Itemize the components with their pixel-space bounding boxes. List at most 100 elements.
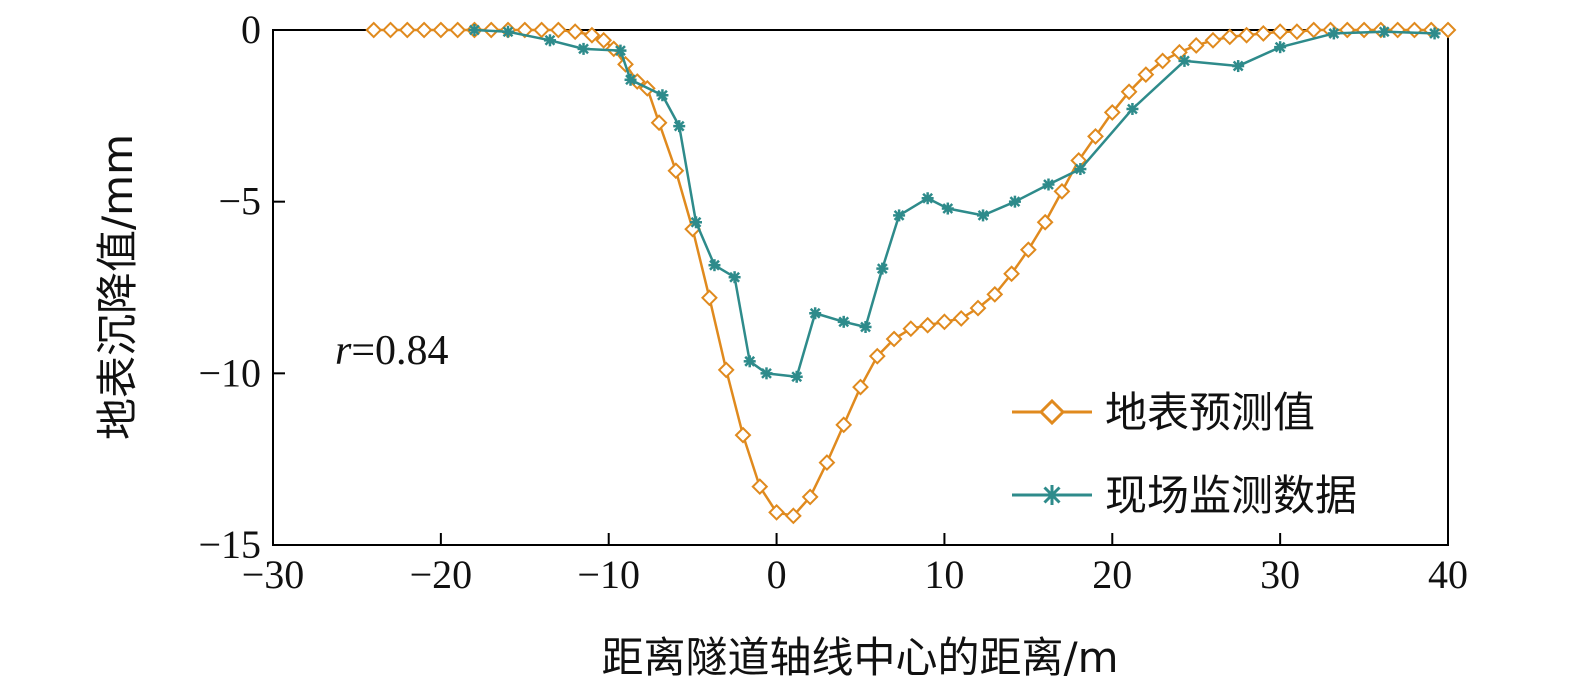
data-point-predicted (868, 347, 886, 365)
data-point-predicted (1204, 31, 1222, 49)
data-point-measured (893, 209, 906, 222)
x-tick-label: −30 (242, 552, 305, 597)
data-point-measured (543, 34, 556, 47)
data-point-measured (1074, 163, 1087, 176)
data-point-measured (760, 367, 773, 380)
data-point-predicted (1355, 21, 1373, 39)
data-point-predicted (595, 31, 613, 49)
correlation-annotation: r=0.84 (335, 328, 449, 374)
data-point-predicted (1288, 23, 1306, 41)
legend-marker-measured (1042, 485, 1062, 505)
data-point-measured (977, 209, 990, 222)
data-point-predicted (751, 478, 769, 496)
data-point-predicted (432, 21, 450, 39)
data-point-predicted (449, 21, 467, 39)
data-point-measured (1126, 102, 1139, 115)
data-point-measured (690, 216, 702, 229)
data-point-predicted (784, 507, 802, 525)
x-tick-label: 0 (767, 552, 787, 597)
data-point-measured (837, 315, 850, 328)
x-tick-label: 40 (1428, 552, 1468, 597)
data-point-predicted (1019, 241, 1037, 259)
data-point-predicted (1271, 23, 1289, 41)
data-point-measured (673, 120, 686, 133)
data-point-predicted (1003, 265, 1020, 283)
data-point-measured (577, 42, 590, 55)
x-tick-label: 10 (924, 552, 964, 597)
data-point-measured (708, 259, 721, 272)
data-point-predicted (382, 21, 399, 39)
data-point-predicted (1053, 182, 1071, 200)
data-point-predicted (667, 162, 685, 180)
data-point-predicted (1338, 21, 1356, 39)
data-point-predicted (936, 313, 953, 331)
data-point-predicted (801, 488, 819, 506)
data-point-predicted (415, 21, 433, 39)
data-point-predicted (852, 378, 869, 396)
data-point-predicted (1238, 26, 1255, 44)
data-point-predicted (919, 316, 937, 334)
y-tick-label: −15 (198, 522, 261, 567)
data-point-measured (1327, 27, 1340, 40)
data-point-measured (876, 262, 889, 275)
data-point-predicted (818, 454, 836, 472)
data-point-predicted (1137, 66, 1155, 84)
correlation-value: =0.84 (351, 328, 448, 374)
data-point-measured (624, 73, 637, 86)
data-point-predicted (533, 21, 550, 39)
data-point-measured (1008, 195, 1021, 208)
data-point-predicted (1087, 128, 1104, 145)
data-point-predicted (1305, 21, 1323, 39)
data-point-predicted (1439, 21, 1457, 39)
data-point-predicted (1103, 103, 1121, 121)
series-measured (468, 24, 1441, 383)
series-line-predicted (373, 28, 1448, 518)
x-tick-label: 20 (1092, 552, 1132, 597)
data-point-predicted (1120, 83, 1138, 101)
data-point-predicted (952, 309, 970, 327)
data-point-measured (743, 355, 756, 368)
data-point-measured (614, 44, 627, 57)
data-point-predicted (717, 361, 735, 379)
data-point-predicted (986, 285, 1004, 303)
plot-frame (272, 29, 1449, 546)
correlation-symbol: r (335, 328, 352, 374)
data-point-measured (502, 25, 514, 38)
data-point-measured (1428, 27, 1441, 40)
data-point-measured (921, 192, 934, 205)
y-tick-label: 0 (241, 7, 261, 52)
data-point-predicted (650, 114, 668, 132)
data-point-predicted (768, 503, 785, 521)
data-point-predicted (902, 320, 920, 338)
data-point-measured (1178, 54, 1191, 67)
series-line-measured (474, 28, 1435, 379)
data-point-measured (656, 89, 669, 102)
data-point-predicted (1406, 21, 1423, 39)
data-point-measured (468, 24, 481, 36)
data-point-measured (809, 307, 822, 320)
data-point-predicted (835, 416, 853, 434)
series-predicted (365, 21, 1457, 525)
data-point-measured (1378, 25, 1391, 38)
y-tick-label: −10 (198, 350, 261, 395)
data-point-predicted (365, 21, 383, 39)
data-point-predicted (1187, 37, 1205, 54)
x-tick-label: 30 (1260, 552, 1300, 597)
data-point-predicted (1254, 25, 1272, 42)
data-point-measured (790, 370, 803, 383)
data-point-measured (1042, 178, 1055, 191)
data-point-predicted (1171, 43, 1188, 61)
data-point-measured (1274, 41, 1287, 54)
legend-item-measured: 现场监测数据 (1012, 471, 1357, 520)
data-point-predicted (398, 21, 416, 39)
data-point-predicted (583, 26, 601, 44)
plot-border (272, 29, 1449, 546)
legend-label-measured: 现场监测数据 (1105, 471, 1357, 520)
y-axis-title: 地表沉降值/mm (93, 134, 142, 440)
legend: 地表预测值 现场监测数据 (1012, 388, 1357, 520)
y-tick-label: −5 (218, 179, 261, 224)
x-tick-label: −20 (410, 552, 473, 597)
data-point-predicted (1036, 213, 1054, 231)
x-axis-title: 距离隧道轴线中心的距离/m (601, 633, 1118, 682)
